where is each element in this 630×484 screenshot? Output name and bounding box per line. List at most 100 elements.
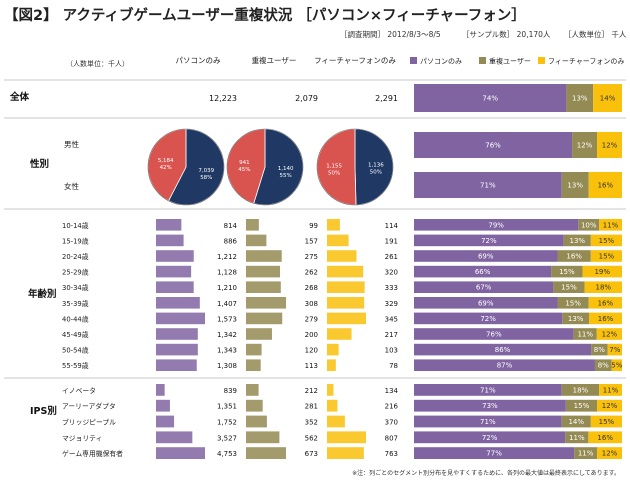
category-label: 男性 [64, 139, 79, 149]
category-label: アーリーアダプタ [62, 402, 116, 411]
value-label: 217 [385, 331, 398, 339]
value-label: 1,752 [217, 419, 237, 427]
value-label: 763 [385, 450, 398, 458]
stacked-segment [599, 219, 622, 231]
stacked-segment [561, 172, 589, 198]
stacked-pct-label: 86% [495, 346, 511, 354]
value-bar [156, 359, 197, 371]
value-bar [246, 312, 283, 325]
stacked-segment [414, 219, 579, 231]
stacked-pct-label: 79% [488, 221, 504, 229]
stacked-segment [551, 265, 583, 278]
stacked-segment [562, 312, 590, 325]
stacked-segment [594, 359, 612, 371]
value-label: 279 [305, 315, 318, 323]
stacked-pct-label: 69% [478, 253, 494, 261]
stacked-pct-label: 77% [486, 450, 502, 458]
value-label: 1,343 [217, 347, 237, 355]
stacked-pct-label: 15% [599, 237, 615, 245]
pie-pct-female: 45% [238, 167, 250, 173]
value-label: 814 [224, 222, 238, 230]
unit-right-label: ［人数単位］ 千人 [564, 29, 627, 39]
stacked-pct-label: 71% [480, 182, 496, 190]
value-bar [327, 384, 334, 396]
stacked-pct-label: 73% [482, 402, 498, 410]
value-bar [246, 328, 272, 340]
stacked-segment [574, 447, 598, 459]
value-label: 807 [385, 434, 398, 442]
value-label: 261 [385, 253, 398, 261]
stacked-segment [565, 431, 589, 444]
stacked-pct-label: 74% [482, 95, 498, 103]
stacked-pct-label: 12% [602, 450, 618, 458]
category-label: 15-19歳 [62, 236, 89, 245]
value-bar [156, 343, 198, 356]
value-bar [246, 297, 286, 309]
stacked-segment [588, 431, 622, 444]
value-bar [156, 234, 184, 247]
category-label: イノベータ [62, 386, 96, 395]
value-bar [327, 281, 365, 293]
stacked-segment [573, 328, 597, 340]
stacked-segment [599, 384, 622, 396]
stacked-pct-label: 8% [594, 346, 605, 354]
value-bar [327, 431, 366, 444]
value-label: 212 [305, 387, 318, 395]
stacked-segment [597, 132, 622, 158]
stacked-pct-label: 14% [568, 418, 584, 426]
pie-pct-female: 50% [328, 170, 340, 176]
stacked-segment [414, 132, 573, 158]
pie-outline [226, 128, 304, 206]
value-label: 886 [224, 237, 238, 245]
stacked-pct-label: 16% [597, 434, 613, 442]
sample-label: ［サンプル数］ 20,170人 [462, 29, 551, 39]
pie-value-female: 941 [239, 160, 250, 166]
pie-value-male: 7,039 [198, 168, 214, 174]
category-label: 55-59歳 [62, 361, 89, 370]
stacked-segment [584, 281, 622, 293]
stacked-pct-label: 66% [475, 268, 491, 276]
stacked-segment [572, 132, 598, 158]
value-label: 1,351 [217, 403, 237, 411]
stacked-pct-label: 11% [603, 386, 619, 394]
stacked-pct-label: 12% [602, 142, 618, 150]
value-label: 12,223 [209, 94, 237, 103]
stacked-segment [582, 265, 622, 278]
stacked-segment [611, 359, 622, 371]
value-label: 78 [389, 362, 398, 370]
value-bar [156, 265, 192, 278]
value-label: 4,753 [217, 450, 237, 458]
stacked-pct-label: 67% [476, 284, 492, 292]
pie-pct-male: 58% [200, 175, 212, 181]
pie-value-female: 5,184 [158, 158, 174, 164]
value-label: 191 [385, 237, 398, 245]
pie-outline [147, 128, 225, 206]
value-bar [156, 328, 198, 340]
stacked-pct-label: 15% [574, 402, 590, 410]
stacked-segment [588, 172, 622, 198]
value-label: 2,079 [295, 94, 318, 103]
stacked-segment [414, 328, 574, 340]
stacked-segment [414, 415, 562, 428]
stacked-segment [596, 328, 622, 340]
stacked-pct-label: 11% [603, 221, 619, 229]
stacked-segment [414, 431, 566, 444]
value-label: 3,527 [217, 434, 237, 442]
pie-outline [316, 128, 394, 206]
stacked-segment [414, 281, 554, 293]
stacked-pct-label: 16% [566, 253, 582, 261]
stacked-segment [414, 265, 552, 278]
legend-swatch [479, 57, 486, 64]
stacked-segment [589, 312, 622, 325]
stacked-segment [414, 447, 575, 459]
pie-pct-male: 55% [280, 173, 292, 179]
stacked-segment [414, 297, 558, 309]
legend-label: 重複ユーザー [489, 57, 531, 66]
stacked-segment [414, 250, 558, 262]
stacked-segment [565, 399, 598, 412]
category-label: ブリッジピープル [62, 418, 116, 427]
stacked-pct-label: 12% [602, 331, 618, 339]
stacked-pct-label: 72% [482, 434, 498, 442]
